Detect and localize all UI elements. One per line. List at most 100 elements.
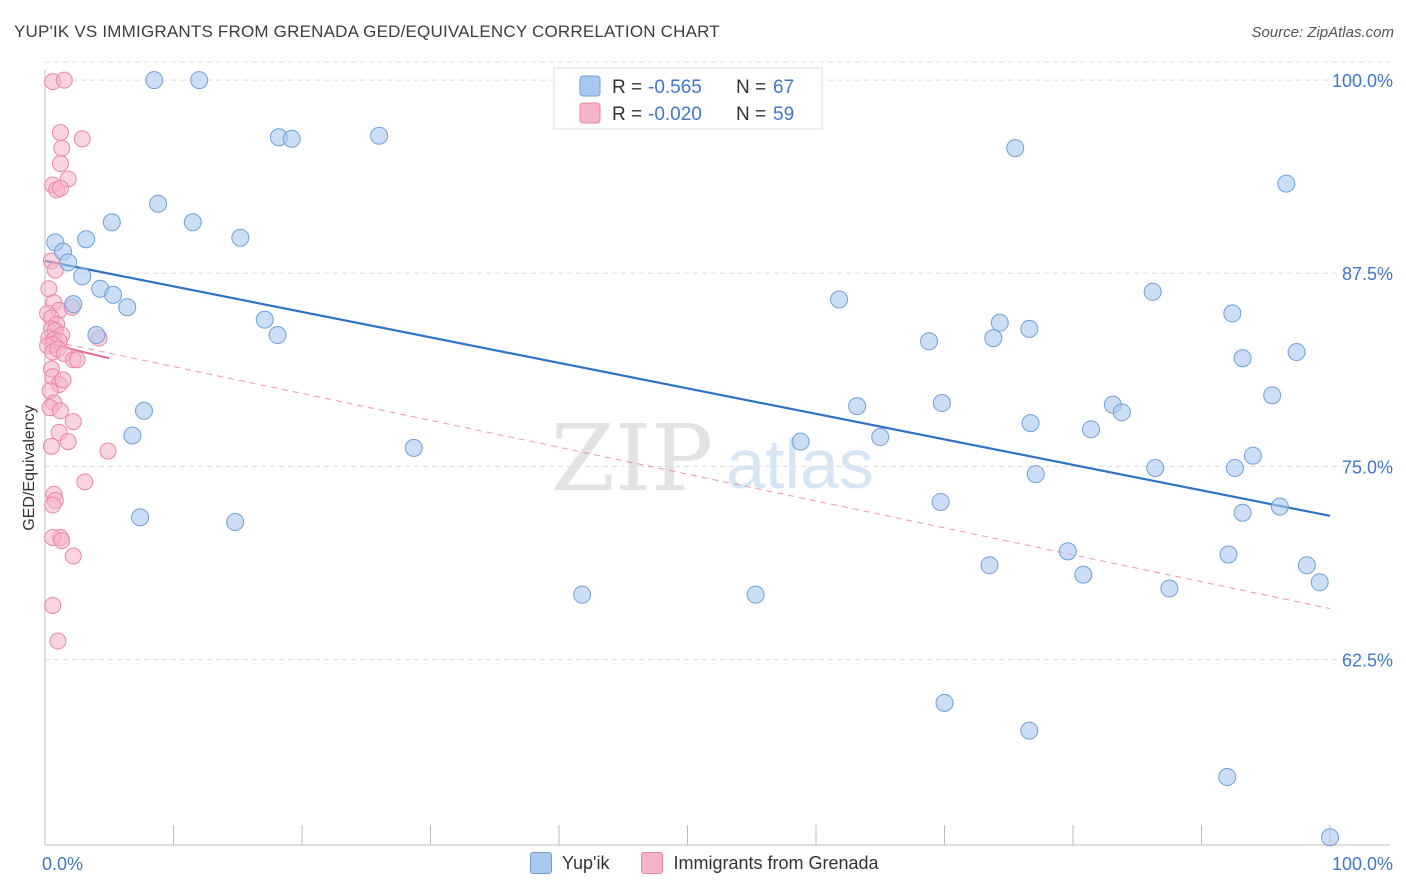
legend-swatch-grenada (579, 102, 601, 124)
point-yupik (1223, 304, 1242, 323)
point-yupik (1021, 414, 1040, 433)
y-tick-label: 62.5% (1342, 651, 1393, 671)
legend-bottom: Yup'ik Immigrants from Grenada (530, 852, 901, 874)
point-yupik (830, 290, 849, 309)
grid (45, 61, 1390, 661)
point-grenada (49, 632, 67, 650)
legend-swatch-yupik-bottom (530, 852, 552, 874)
point-grenada (51, 179, 69, 197)
y-tick-label: 100.0% (1332, 71, 1393, 91)
legend-r-label-yupik: R = (612, 77, 642, 98)
point-yupik (102, 213, 121, 232)
legend-n-value-grenada: 59 (773, 104, 794, 125)
point-yupik (573, 585, 592, 604)
point-yupik (935, 693, 954, 712)
point-yupik (64, 295, 83, 314)
points-yupik (46, 71, 1339, 847)
point-grenada (76, 473, 94, 491)
legend-r-value-grenada: -0.020 (648, 104, 702, 125)
x-tick-label-min: 0.0% (42, 854, 83, 874)
point-grenada (44, 596, 62, 614)
y-tick-label: 87.5% (1342, 264, 1393, 284)
legend-top: R = -0.565 N = 67 R = -0.020 N = 59 (553, 67, 823, 130)
point-yupik (1263, 386, 1282, 405)
point-grenada (73, 130, 91, 148)
point-yupik (1287, 343, 1306, 362)
point-grenada (46, 261, 64, 279)
point-yupik (871, 428, 890, 447)
point-yupik (1020, 721, 1039, 740)
point-yupik (268, 326, 287, 345)
point-yupik (1143, 282, 1162, 301)
point-yupik (1225, 458, 1244, 477)
legend-r-label-grenada: R = (612, 104, 642, 125)
point-yupik (1233, 503, 1252, 522)
point-yupik (1233, 349, 1252, 368)
point-grenada (44, 496, 62, 514)
point-yupik (1310, 573, 1329, 592)
point-yupik (1006, 139, 1025, 158)
point-yupik (980, 556, 999, 575)
point-yupik (255, 310, 274, 329)
point-yupik (77, 230, 96, 249)
point-yupik (1112, 403, 1131, 422)
legend-swatch-grenada-bottom (641, 852, 664, 874)
point-yupik (848, 397, 867, 416)
point-yupik (791, 432, 810, 451)
legend-n-label-grenada: N = (736, 104, 766, 125)
point-yupik (149, 194, 168, 213)
point-yupik (370, 126, 389, 145)
point-yupik (226, 513, 245, 532)
point-yupik (1160, 579, 1179, 598)
point-grenada (68, 351, 86, 369)
point-yupik (990, 313, 1009, 332)
watermark-zip: ZIP (551, 405, 713, 512)
point-yupik (920, 332, 939, 351)
point-yupik (231, 228, 250, 247)
legend-item-grenada[interactable]: Immigrants from Grenada (641, 852, 879, 874)
point-grenada (51, 124, 69, 142)
point-grenada (51, 155, 69, 173)
point-yupik (87, 326, 106, 345)
point-yupik (190, 71, 209, 90)
point-yupik (134, 401, 153, 420)
point-yupik (984, 329, 1003, 348)
point-grenada (53, 532, 71, 550)
y-tick-label: 75.0% (1342, 457, 1393, 477)
point-grenada (64, 547, 82, 565)
point-grenada (51, 402, 69, 420)
point-yupik (131, 508, 150, 527)
point-grenada (99, 442, 117, 460)
point-yupik (282, 129, 301, 148)
x-tick-label-max: 100.0% (1332, 854, 1393, 874)
point-grenada (54, 371, 72, 389)
point-yupik (404, 438, 423, 457)
point-yupik (59, 253, 78, 272)
point-yupik (1026, 465, 1045, 484)
point-yupik (1270, 497, 1289, 516)
chart-title: YUP'IK VS IMMIGRANTS FROM GRENADA GED/EQ… (14, 22, 720, 41)
point-grenada (59, 433, 77, 451)
legend-item-yupik[interactable]: Yup'ik (530, 852, 609, 874)
point-grenada (64, 413, 82, 431)
point-yupik (931, 492, 950, 511)
trend-line-yupik (44, 259, 1331, 517)
point-yupik (118, 298, 137, 317)
axes (44, 70, 1390, 846)
legend-n-label-yupik: N = (736, 77, 766, 98)
point-yupik (123, 426, 142, 445)
point-yupik (1218, 768, 1237, 787)
legend-n-value-yupik: 67 (773, 77, 794, 98)
point-yupik (1020, 319, 1039, 338)
watermark: ZIP atlas (551, 405, 874, 512)
point-yupik (1219, 545, 1238, 564)
point-yupik (1243, 446, 1262, 465)
point-yupik (746, 585, 765, 604)
point-yupik (932, 394, 951, 413)
points-grenada (39, 71, 117, 650)
legend-label-yupik: Yup'ik (562, 852, 610, 873)
point-yupik (183, 213, 202, 232)
legend-label-grenada: Immigrants from Grenada (673, 852, 879, 873)
point-yupik (104, 285, 123, 304)
